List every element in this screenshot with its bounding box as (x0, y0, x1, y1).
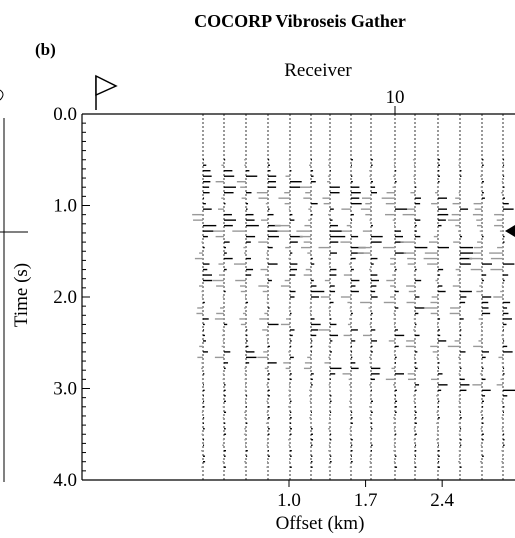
x-tick-label: 1.7 (354, 490, 378, 511)
y-tick-label: 1.0 (53, 196, 77, 217)
trace (274, 114, 303, 480)
top-axis-label: Receiver (284, 60, 352, 81)
y-tick-label: 3.0 (53, 379, 77, 400)
y-tick-label: 4.0 (53, 470, 77, 491)
trace (340, 114, 366, 480)
x-axis-ticks: 1.0 1.7 2.4 (277, 480, 455, 511)
chart-title: COCORP Vibroseis Gather (194, 11, 406, 31)
top-tick-label: 10 (386, 87, 405, 108)
left-panel-fragment (0, 89, 28, 482)
y-axis-ticks: 0.0 1.0 2.0 3.0 4.0 (53, 104, 90, 491)
panel-label: (b) (35, 40, 56, 59)
trace (400, 114, 428, 480)
trace (447, 114, 474, 480)
seismic-traces (192, 114, 515, 480)
trace (357, 114, 383, 480)
trace (318, 114, 346, 480)
x-tick-label: 2.4 (430, 490, 454, 511)
top-axis-ticks: 10 (386, 87, 405, 114)
y-tick-label: 0.0 (53, 104, 77, 125)
trace (296, 114, 325, 480)
arrow-left-icon (505, 225, 515, 237)
x-axis-label: Offset (km) (276, 513, 365, 534)
trace (469, 114, 492, 480)
x-tick-label: 1.0 (277, 490, 301, 511)
trace (489, 114, 515, 480)
trace (212, 114, 236, 480)
flag-icon (95, 74, 118, 110)
plot-frame (81, 113, 515, 481)
trace (381, 114, 408, 480)
y-tick-label: 2.0 (53, 287, 77, 308)
trace (256, 114, 281, 480)
trace (232, 114, 259, 480)
trace (423, 114, 449, 480)
y-axis-label: Time (s) (11, 263, 32, 327)
trace (192, 114, 217, 480)
